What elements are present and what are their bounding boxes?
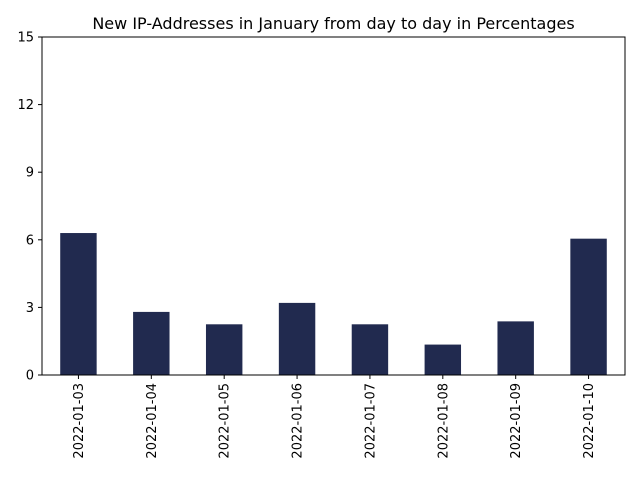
y-tick-label-4: 12 bbox=[17, 98, 34, 113]
x-tick-label-3: 2022-01-06 bbox=[291, 383, 306, 459]
bar-2022-01-07 bbox=[351, 324, 389, 375]
bar-2022-01-04 bbox=[133, 311, 170, 375]
bar-2022-01-05 bbox=[205, 324, 243, 375]
y-tick-label-2: 6 bbox=[26, 233, 34, 248]
x-tick-label-0: 2022-01-03 bbox=[72, 383, 87, 459]
y-tick-label-1: 3 bbox=[26, 301, 34, 316]
x-tick-label-2: 2022-01-05 bbox=[218, 383, 233, 459]
x-tick-label-5: 2022-01-08 bbox=[436, 383, 451, 459]
y-tick-label-3: 9 bbox=[26, 166, 34, 181]
y-tick-label-0: 0 bbox=[26, 369, 34, 384]
chart-title: New IP-Addresses in January from day to … bbox=[92, 14, 574, 33]
x-tick-label-7: 2022-01-10 bbox=[582, 383, 597, 459]
y-tick-label-5: 15 bbox=[17, 31, 34, 46]
x-tick-label-6: 2022-01-09 bbox=[509, 383, 524, 459]
bar-2022-01-09 bbox=[497, 321, 534, 375]
plot-area: 0 3 6 9 12 15 2022-01-03 2022-01-04 2022-01-05 20… bbox=[17, 31, 626, 459]
x-tick-label-4: 2022-01-07 bbox=[363, 383, 378, 459]
bar-2022-01-08 bbox=[424, 344, 462, 375]
x-tick-label-1: 2022-01-04 bbox=[145, 383, 160, 459]
bar-2022-01-03 bbox=[60, 233, 97, 375]
bar-2022-01-10 bbox=[570, 238, 607, 375]
axes-frame bbox=[41, 36, 626, 376]
bar-2022-01-06 bbox=[278, 302, 316, 375]
